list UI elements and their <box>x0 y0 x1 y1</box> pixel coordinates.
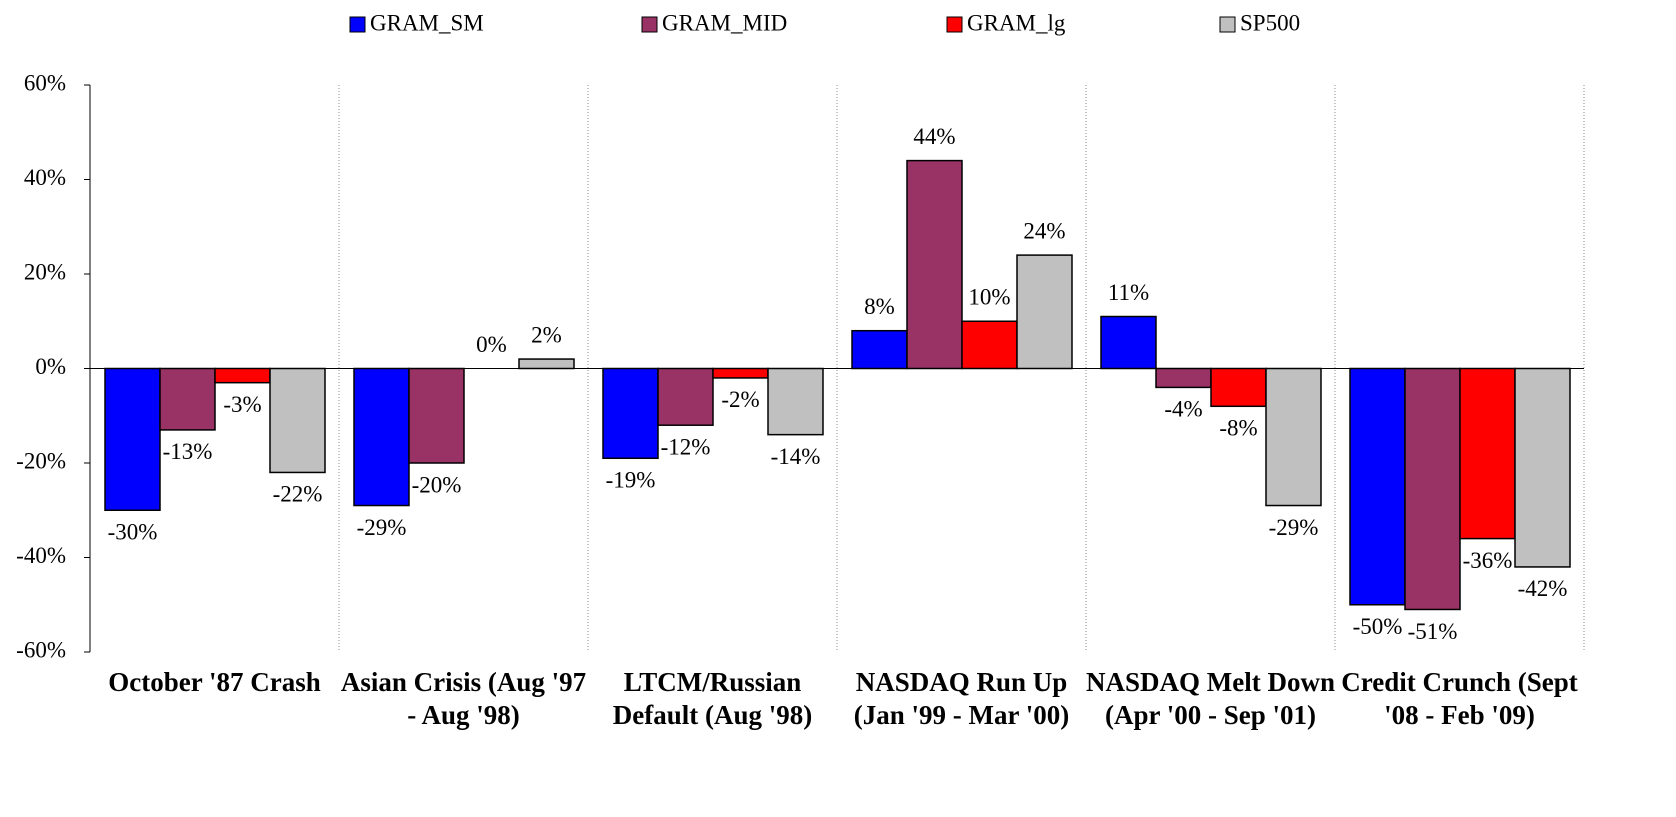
bar <box>961 320 1018 370</box>
y-tick-label: -60% <box>16 637 66 662</box>
value-label: 24% <box>1023 218 1065 243</box>
value-label: 0% <box>476 332 507 357</box>
bar <box>767 367 824 436</box>
value-label: -2% <box>721 387 759 412</box>
x-tick-label: Credit Crunch (Sept '08 - Feb '09) <box>1341 667 1578 730</box>
bar <box>104 367 161 511</box>
value-label: 11% <box>1108 280 1149 305</box>
bar <box>1349 367 1406 606</box>
value-label: -42% <box>1518 576 1568 601</box>
value-label: -51% <box>1408 619 1458 644</box>
legend-label: GRAM_SM <box>370 10 484 35</box>
legend-swatch <box>641 16 658 33</box>
x-tick-label: NASDAQ Melt Down (Apr '00 - Sep '01) <box>1086 667 1335 730</box>
value-label: -4% <box>1164 397 1202 422</box>
value-label: 10% <box>968 285 1010 310</box>
legend-label: GRAM_MID <box>662 10 787 35</box>
value-label: -29% <box>1269 515 1319 540</box>
bar <box>1016 254 1073 370</box>
bar <box>1404 367 1461 611</box>
y-tick-label: 0% <box>35 354 66 379</box>
value-label: -19% <box>606 468 656 493</box>
y-tick-label: -20% <box>16 448 66 473</box>
bar <box>1459 367 1516 540</box>
y-tick-label: 40% <box>24 165 66 190</box>
bar <box>408 367 465 464</box>
bar <box>1514 367 1571 568</box>
legend-swatch <box>946 16 963 33</box>
x-tick-label: LTCM/Russian Default (Aug '98) <box>612 667 813 730</box>
bar <box>214 367 271 384</box>
bar <box>657 367 714 426</box>
x-tick-label: Asian Crisis (Aug '97 - Aug '98) <box>340 667 587 730</box>
x-tick-label: NASDAQ Run Up (Jan '99 - Mar '00) <box>853 667 1070 730</box>
y-tick-label: 20% <box>24 259 66 284</box>
x-tick-label: October '87 Crash <box>108 667 321 697</box>
value-label: -8% <box>1219 416 1257 441</box>
legend-label: GRAM_lg <box>967 10 1066 35</box>
value-label: -50% <box>1353 614 1403 639</box>
bar <box>906 159 963 370</box>
value-label: -29% <box>357 515 407 540</box>
value-label: -13% <box>163 439 213 464</box>
bar <box>1265 367 1322 507</box>
bar <box>159 367 216 431</box>
legend-swatch <box>1219 16 1236 33</box>
bar <box>602 367 659 460</box>
value-label: 44% <box>913 124 955 149</box>
value-label: -36% <box>1463 548 1513 573</box>
value-label: 2% <box>531 322 562 347</box>
legend-swatch <box>349 16 366 33</box>
bar <box>1100 315 1157 370</box>
value-label: -12% <box>661 434 711 459</box>
bar <box>269 367 326 474</box>
value-label: 8% <box>864 294 895 319</box>
bar <box>1210 367 1267 408</box>
bar <box>851 329 908 370</box>
value-label: -22% <box>273 482 323 507</box>
y-tick-label: -40% <box>16 543 66 568</box>
y-tick-label: 60% <box>24 70 66 95</box>
legend-label: SP500 <box>1240 10 1300 35</box>
value-label: -30% <box>108 520 158 545</box>
bar <box>712 367 769 379</box>
bar <box>518 358 575 370</box>
value-label: -20% <box>412 472 462 497</box>
value-label: -3% <box>223 392 261 417</box>
bar <box>353 367 410 507</box>
bar <box>1155 367 1212 389</box>
value-label: -14% <box>771 444 821 469</box>
